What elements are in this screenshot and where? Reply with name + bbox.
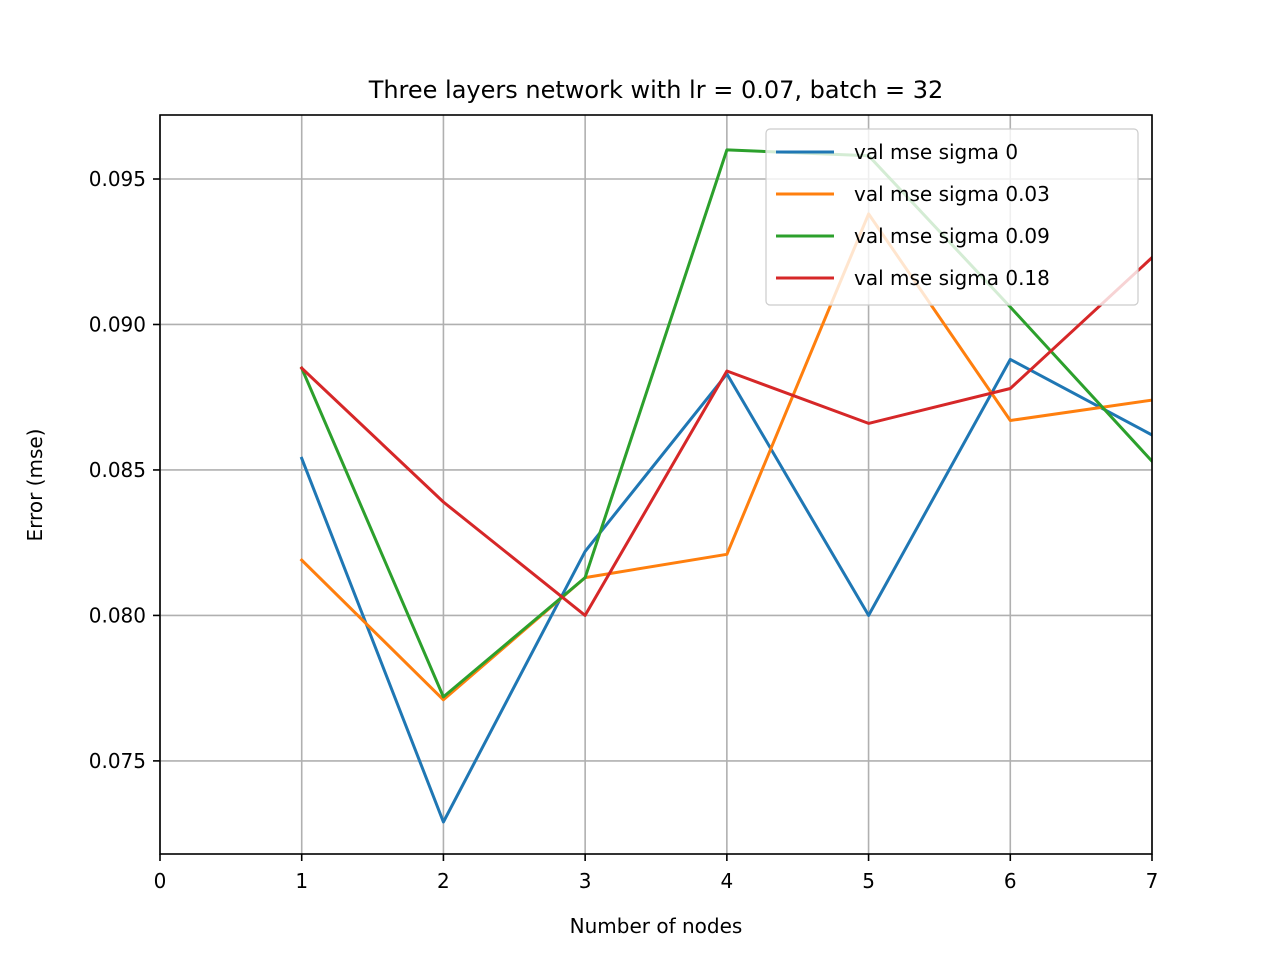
- x-tick-label: 6: [1004, 869, 1017, 893]
- x-tick-label: 3: [579, 869, 592, 893]
- series-line-3: [299, 148, 1152, 699]
- x-tick-label: 2: [437, 869, 450, 893]
- chart-title: Three layers network with lr = 0.07, bat…: [368, 76, 944, 104]
- plot-frame: [159, 114, 1153, 855]
- y-axis-ticks: 0.075 0.080 0.085 0.090 0.095: [89, 167, 160, 773]
- x-axis-ticks: 0 1 2 3 4 5 6 7: [154, 854, 1159, 893]
- x-tick-label: 0: [154, 869, 167, 893]
- y-axis-label: Error (mse): [23, 429, 47, 542]
- x-tick-label: 7: [1146, 869, 1159, 893]
- y-tick-label: 0.085: [89, 458, 146, 482]
- y-tick-label: 0.095: [89, 167, 146, 191]
- legend-box: [765, 128, 1139, 306]
- x-tick-label: 1: [295, 869, 308, 893]
- legend-label-3: val mse sigma 0.09: [854, 224, 1050, 248]
- series-line-4: [299, 255, 1152, 617]
- series-layer: [299, 148, 1152, 824]
- legend-label-2: val mse sigma 0.03: [854, 182, 1050, 206]
- y-tick-label: 0.075: [89, 749, 146, 773]
- legend-label-1: val mse sigma 0: [854, 140, 1018, 164]
- y-tick-label: 0.090: [89, 312, 146, 336]
- legend-label-4: val mse sigma 0.18: [854, 266, 1050, 290]
- x-tick-label: 4: [720, 869, 733, 893]
- legend: val mse sigma 0 val mse sigma 0.03 val mse…: [765, 128, 1139, 306]
- x-axis-label: Number of nodes: [570, 914, 743, 938]
- x-tick-label: 5: [862, 869, 875, 893]
- y-tick-label: 0.080: [89, 603, 146, 627]
- series-line-2: [299, 212, 1152, 702]
